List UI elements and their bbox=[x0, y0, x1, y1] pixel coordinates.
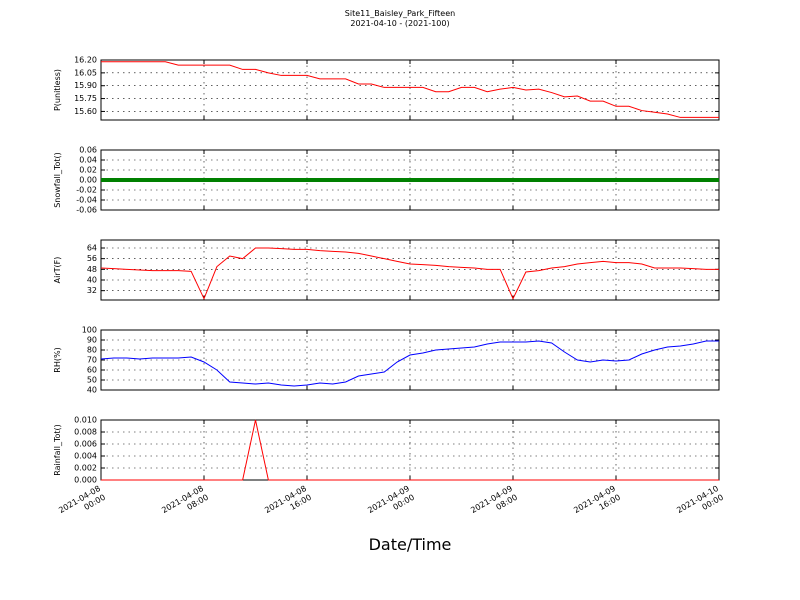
x-axis-title: Date/Time bbox=[369, 535, 452, 554]
y-axis-title: Rainfall_Tot() bbox=[53, 424, 62, 476]
y-tick-label: 0.008 bbox=[74, 428, 97, 437]
y-tick-label: 15.90 bbox=[74, 81, 97, 90]
y-tick-label: 0.04 bbox=[79, 156, 97, 165]
chart-subtitle: 2021-04-10 - (2021-100) bbox=[350, 19, 449, 28]
data-line bbox=[101, 61, 719, 118]
plot-frame bbox=[100, 239, 720, 301]
y-tick-label: -0.02 bbox=[76, 186, 97, 195]
data-line bbox=[101, 419, 719, 481]
y-tick-label: 64 bbox=[87, 244, 97, 253]
y-axis-title: Snowfall_Tot() bbox=[53, 152, 62, 208]
y-tick-label: 15.75 bbox=[74, 94, 97, 103]
y-tick-label: 60 bbox=[87, 366, 97, 375]
y-tick-label: 16.20 bbox=[74, 56, 97, 65]
y-tick-label: 0.000 bbox=[74, 476, 97, 485]
y-tick-label: 0.00 bbox=[79, 176, 97, 185]
y-tick-label: 90 bbox=[87, 336, 97, 345]
y-tick-label: 0.06 bbox=[79, 146, 97, 155]
y-axis-title: AirT(F) bbox=[53, 257, 62, 284]
y-tick-label: 0.004 bbox=[74, 452, 97, 461]
y-tick-label: 0.02 bbox=[79, 166, 97, 175]
y-tick-label: 15.60 bbox=[74, 107, 97, 116]
y-tick-label: -0.04 bbox=[76, 196, 97, 205]
data-line bbox=[100, 340, 719, 387]
subplot: 15.60 15.75 15.90 16.05 16.20 P(unitless) bbox=[53, 56, 720, 121]
y-tick-label: 80 bbox=[87, 346, 97, 355]
y-tick-label: 16.05 bbox=[74, 68, 97, 77]
y-tick-label: 0.002 bbox=[74, 464, 97, 473]
plot-frame bbox=[100, 329, 720, 391]
y-axis-title: P(unitless) bbox=[53, 69, 62, 111]
chart-title: Site11_Baisley_Park_Fifteen bbox=[345, 9, 455, 18]
y-tick-label: 56 bbox=[87, 254, 97, 263]
y-tick-label: -0.06 bbox=[76, 206, 97, 215]
y-tick-label: 0.010 bbox=[74, 416, 97, 425]
data-line bbox=[100, 247, 719, 300]
y-tick-label: 40 bbox=[87, 386, 97, 395]
y-tick-label: 100 bbox=[82, 326, 97, 335]
y-tick-label: 48 bbox=[87, 265, 97, 274]
plot-frame bbox=[100, 59, 720, 121]
y-tick-label: 70 bbox=[87, 356, 97, 365]
y-tick-label: 0.006 bbox=[74, 440, 97, 449]
y-tick-label: 40 bbox=[87, 276, 97, 285]
y-axis-title: RH(%) bbox=[53, 347, 62, 372]
y-tick-label: 50 bbox=[87, 376, 97, 385]
y-tick-label: 32 bbox=[87, 286, 97, 295]
